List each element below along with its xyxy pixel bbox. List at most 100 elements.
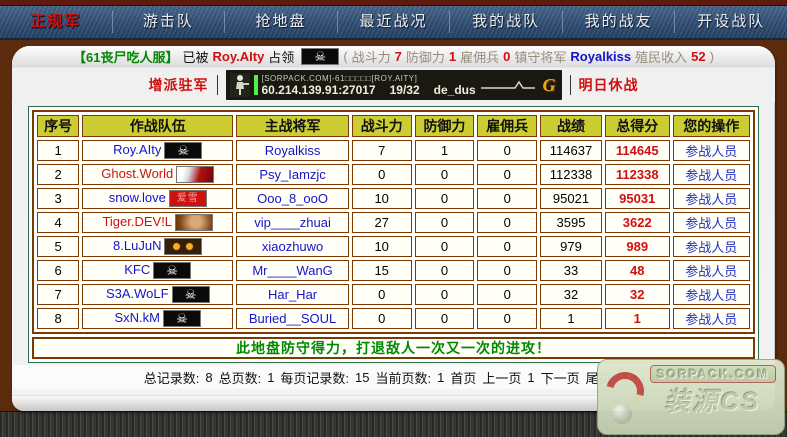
header-general: 主战将军 bbox=[236, 115, 349, 137]
table-row: 4 Tiger.DEV!L vip____zhuai 27 0 0 3595 3… bbox=[37, 212, 750, 233]
clan-badge-icon bbox=[175, 214, 214, 232]
score-value: 114637 bbox=[540, 140, 602, 161]
row-no: 7 bbox=[37, 284, 80, 305]
server-players: 19/32 bbox=[389, 82, 420, 97]
team-name: S3A.WoLF bbox=[105, 285, 169, 301]
score-value: 95021 bbox=[540, 188, 602, 209]
row-no: 6 bbox=[37, 260, 80, 281]
nav-item-create-team[interactable]: 开设战队 bbox=[697, 13, 766, 30]
separator bbox=[569, 75, 571, 95]
participants-link[interactable]: 参战人员 bbox=[672, 260, 750, 281]
server-address: 60.214.139.91:27017 bbox=[261, 82, 376, 97]
participants-link[interactable]: 参战人员 bbox=[672, 188, 750, 209]
next-page-link[interactable]: 下一页 bbox=[540, 370, 580, 386]
defense-value: 1 bbox=[414, 140, 475, 161]
total-pages-label: 总页数: bbox=[218, 370, 262, 386]
participants-link[interactable]: 参战人员 bbox=[672, 164, 750, 185]
power-value: 0 bbox=[351, 308, 412, 329]
server-name: 【61丧尸吃人服】 bbox=[73, 50, 179, 65]
server-info: [SORPACK.COM]-61□□□□□[ROY.AITY] 60.214.1… bbox=[262, 74, 475, 97]
score-value: 32 bbox=[540, 284, 602, 305]
clan-badge-icon bbox=[153, 262, 192, 280]
nav-item-grab-territory[interactable]: 抢地盘 bbox=[225, 11, 338, 33]
power-value: 27 bbox=[351, 212, 412, 233]
power-value: 10 bbox=[351, 236, 412, 257]
participants-link[interactable]: 参战人员 bbox=[672, 140, 750, 161]
stat-mercenary-label: 雇佣兵 bbox=[460, 50, 500, 65]
team-cell: SxN.kM bbox=[82, 308, 234, 329]
prev-page-link[interactable]: 上一页 bbox=[482, 370, 522, 386]
server-title: [SORPACK.COM]-61□□□□□[ROY.AITY] bbox=[261, 73, 418, 83]
general-name: Psy_Iamzjc bbox=[236, 164, 349, 185]
total-score-value: 3622 bbox=[604, 212, 670, 233]
nav-item-my-team[interactable]: 我的战队 bbox=[450, 11, 563, 33]
first-page-link[interactable]: 首页 bbox=[450, 370, 477, 386]
defense-value: 0 bbox=[414, 236, 475, 257]
team-cell: Ghost.World bbox=[82, 164, 234, 185]
clan-badge-icon bbox=[164, 238, 203, 256]
team-cell: snow.love 爱雪 bbox=[82, 188, 234, 209]
watermark-site-name: SORPACK.COM bbox=[650, 365, 776, 383]
watermark-brand-text: 装源CS bbox=[664, 388, 762, 416]
table-row: 7 S3A.WoLF Har_Har 0 0 0 32 32 参战人员 bbox=[37, 284, 750, 305]
row-no: 3 bbox=[37, 188, 80, 209]
clan-badge-icon bbox=[176, 166, 215, 184]
truce-tomorrow-link[interactable]: 明日休战 bbox=[578, 77, 639, 93]
total-score-value: 112338 bbox=[604, 164, 670, 185]
per-page-label: 每页记录数: bbox=[280, 370, 350, 386]
mercenary-value: 0 bbox=[477, 140, 538, 161]
nav-item-guerrilla[interactable]: 游击队 bbox=[113, 11, 226, 33]
clan-badge-icon bbox=[164, 142, 203, 160]
occupied-suffix: 占领 bbox=[268, 50, 295, 65]
total-records-label: 总记录数: bbox=[143, 370, 200, 386]
total-score-value: 32 bbox=[604, 284, 670, 305]
general-name: Har_Har bbox=[236, 284, 349, 305]
participants-link[interactable]: 参战人员 bbox=[672, 236, 750, 257]
defense-value: 0 bbox=[414, 284, 475, 305]
table-row: 2 Ghost.World Psy_Iamzjc 0 0 0 112338 11… bbox=[37, 164, 750, 185]
participants-link[interactable]: 参战人员 bbox=[672, 284, 750, 305]
paren-close: ) bbox=[709, 49, 714, 64]
mercenary-value: 0 bbox=[477, 164, 538, 185]
nav-item-regular-army[interactable]: 正规军 bbox=[0, 11, 113, 33]
score-value: 112338 bbox=[540, 164, 602, 185]
team-cell: Roy.AIty bbox=[82, 140, 234, 161]
stat-power-value: 7 bbox=[394, 49, 402, 64]
occupied-by-label: 已被 bbox=[182, 50, 209, 65]
defense-value: 0 bbox=[414, 188, 475, 209]
power-value: 0 bbox=[351, 284, 412, 305]
team-cell: Tiger.DEV!L bbox=[82, 212, 234, 233]
row-no: 2 bbox=[37, 164, 80, 185]
nav-item-recent-battles[interactable]: 最近战况 bbox=[338, 11, 451, 33]
row-no: 5 bbox=[37, 236, 80, 257]
table-row: 5 8.LuJuN xiaozhuwo 10 0 0 979 989 参战人员 bbox=[37, 236, 750, 257]
participants-link[interactable]: 参战人员 bbox=[672, 308, 750, 329]
participants-link[interactable]: 参战人员 bbox=[672, 212, 750, 233]
stat-general-value: Royalkiss bbox=[570, 49, 632, 64]
nav-item-my-comrades[interactable]: 我的战友 bbox=[563, 11, 676, 33]
occupation-status-bar: 【61丧尸吃人服】 已被 Roy.AIty 占领 ( 战斗力 7 防御力 1 雇… bbox=[12, 46, 775, 68]
reinforce-garrison-link[interactable]: 增派驻军 bbox=[148, 77, 209, 93]
gametracker-logo: G bbox=[542, 74, 556, 95]
current-page-value: 1 bbox=[437, 369, 445, 385]
team-name: Tiger.DEV!L bbox=[102, 213, 173, 229]
score-value: 1 bbox=[540, 308, 602, 329]
page-number-link[interactable]: 1 bbox=[527, 369, 535, 385]
server-activity-sparkline bbox=[480, 80, 535, 89]
gametracker-server-banner[interactable]: [SORPACK.COM]-61□□□□□[ROY.AITY] 60.214.1… bbox=[225, 70, 562, 100]
defense-value: 0 bbox=[414, 212, 475, 233]
header-action: 您的操作 bbox=[672, 115, 750, 137]
general-name: Buried__SOUL bbox=[236, 308, 349, 329]
header-score: 战绩 bbox=[540, 115, 602, 137]
cs-player-icon bbox=[229, 73, 250, 97]
header-team: 作战队伍 bbox=[82, 115, 234, 137]
main-navigation: 正规军 游击队 抢地盘 最近战况 我的战队 我的战友 开设战队 bbox=[0, 6, 787, 40]
team-name: SxN.kM bbox=[114, 309, 161, 325]
defense-value: 0 bbox=[414, 308, 475, 329]
general-name: Royalkiss bbox=[236, 140, 349, 161]
score-value: 33 bbox=[540, 260, 602, 281]
score-value: 979 bbox=[540, 236, 602, 257]
power-value: 0 bbox=[351, 164, 412, 185]
per-page-value: 15 bbox=[355, 369, 370, 385]
stat-defense-value: 1 bbox=[448, 49, 457, 64]
